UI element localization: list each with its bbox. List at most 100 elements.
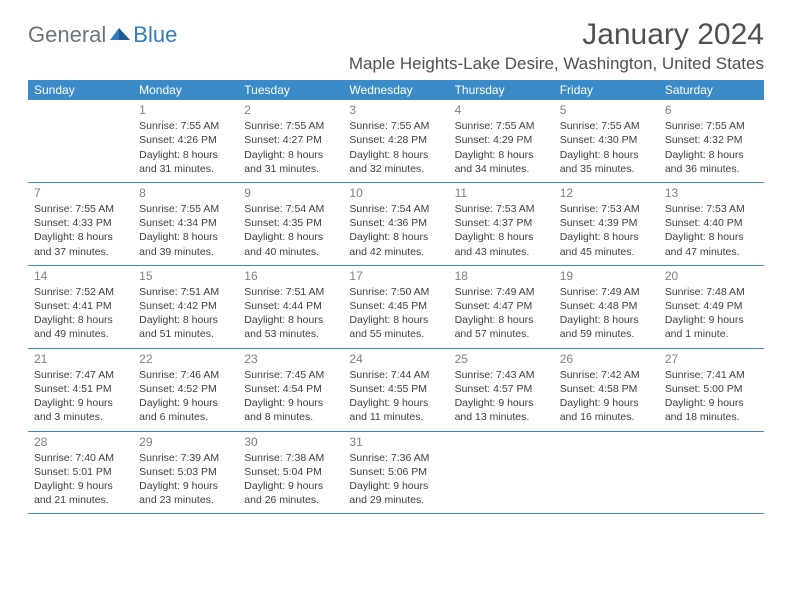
day-number: 11 bbox=[455, 183, 548, 202]
daylight-text-1: Daylight: 8 hours bbox=[139, 148, 232, 162]
daylight-text-1: Daylight: 9 hours bbox=[34, 396, 127, 410]
sunset-text: Sunset: 4:54 PM bbox=[244, 382, 337, 396]
daylight-text-2: and 39 minutes. bbox=[139, 245, 232, 259]
daylight-text-1: Daylight: 9 hours bbox=[34, 479, 127, 493]
sunrise-text: Sunrise: 7:46 AM bbox=[139, 368, 232, 382]
daylight-text-1: Daylight: 9 hours bbox=[244, 396, 337, 410]
calendar-day-cell bbox=[554, 431, 659, 514]
calendar-day-cell: 29Sunrise: 7:39 AMSunset: 5:03 PMDayligh… bbox=[133, 431, 238, 514]
sunrise-text: Sunrise: 7:38 AM bbox=[244, 451, 337, 465]
daylight-text-2: and 40 minutes. bbox=[244, 245, 337, 259]
header-row: General Blue January 2024 bbox=[28, 18, 764, 52]
sunset-text: Sunset: 4:37 PM bbox=[455, 216, 548, 230]
sunrise-text: Sunrise: 7:54 AM bbox=[244, 202, 337, 216]
month-title: January 2024 bbox=[582, 18, 764, 52]
daylight-text-1: Daylight: 8 hours bbox=[349, 313, 442, 327]
day-number: 5 bbox=[560, 100, 653, 119]
weekday-header: Wednesday bbox=[343, 80, 448, 100]
sunset-text: Sunset: 5:00 PM bbox=[665, 382, 758, 396]
day-number: 6 bbox=[665, 100, 758, 119]
day-number: 30 bbox=[244, 432, 337, 451]
day-number: 25 bbox=[455, 349, 548, 368]
weekday-header: Thursday bbox=[449, 80, 554, 100]
calendar-day-cell: 13Sunrise: 7:53 AMSunset: 4:40 PMDayligh… bbox=[659, 182, 764, 265]
sunset-text: Sunset: 4:45 PM bbox=[349, 299, 442, 313]
daylight-text-2: and 57 minutes. bbox=[455, 327, 548, 341]
daylight-text-2: and 16 minutes. bbox=[560, 410, 653, 424]
calendar-day-cell: 1Sunrise: 7:55 AMSunset: 4:26 PMDaylight… bbox=[133, 100, 238, 182]
daylight-text-2: and 49 minutes. bbox=[34, 327, 127, 341]
daylight-text-1: Daylight: 9 hours bbox=[455, 396, 548, 410]
calendar-day-cell: 9Sunrise: 7:54 AMSunset: 4:35 PMDaylight… bbox=[238, 182, 343, 265]
daylight-text-2: and 42 minutes. bbox=[349, 245, 442, 259]
sunset-text: Sunset: 5:06 PM bbox=[349, 465, 442, 479]
calendar-day-cell: 19Sunrise: 7:49 AMSunset: 4:48 PMDayligh… bbox=[554, 265, 659, 348]
calendar-day-cell: 21Sunrise: 7:47 AMSunset: 4:51 PMDayligh… bbox=[28, 348, 133, 431]
day-number: 22 bbox=[139, 349, 232, 368]
sunset-text: Sunset: 4:28 PM bbox=[349, 133, 442, 147]
daylight-text-2: and 35 minutes. bbox=[560, 162, 653, 176]
calendar-day-cell: 7Sunrise: 7:55 AMSunset: 4:33 PMDaylight… bbox=[28, 182, 133, 265]
day-number: 21 bbox=[34, 349, 127, 368]
day-number: 16 bbox=[244, 266, 337, 285]
calendar-body: 1Sunrise: 7:55 AMSunset: 4:26 PMDaylight… bbox=[28, 100, 764, 514]
daylight-text-2: and 3 minutes. bbox=[34, 410, 127, 424]
daylight-text-1: Daylight: 8 hours bbox=[560, 230, 653, 244]
daylight-text-2: and 13 minutes. bbox=[455, 410, 548, 424]
daylight-text-1: Daylight: 8 hours bbox=[349, 148, 442, 162]
calendar-day-cell: 15Sunrise: 7:51 AMSunset: 4:42 PMDayligh… bbox=[133, 265, 238, 348]
daylight-text-1: Daylight: 8 hours bbox=[455, 230, 548, 244]
sunrise-text: Sunrise: 7:36 AM bbox=[349, 451, 442, 465]
calendar-day-cell: 12Sunrise: 7:53 AMSunset: 4:39 PMDayligh… bbox=[554, 182, 659, 265]
sunrise-text: Sunrise: 7:53 AM bbox=[560, 202, 653, 216]
sunset-text: Sunset: 4:49 PM bbox=[665, 299, 758, 313]
sunrise-text: Sunrise: 7:55 AM bbox=[139, 119, 232, 133]
daylight-text-1: Daylight: 8 hours bbox=[455, 313, 548, 327]
daylight-text-2: and 21 minutes. bbox=[34, 493, 127, 507]
calendar-day-cell: 26Sunrise: 7:42 AMSunset: 4:58 PMDayligh… bbox=[554, 348, 659, 431]
day-number: 9 bbox=[244, 183, 337, 202]
sunrise-text: Sunrise: 7:55 AM bbox=[349, 119, 442, 133]
sunrise-text: Sunrise: 7:49 AM bbox=[560, 285, 653, 299]
sunrise-text: Sunrise: 7:53 AM bbox=[665, 202, 758, 216]
calendar-day-cell: 31Sunrise: 7:36 AMSunset: 5:06 PMDayligh… bbox=[343, 431, 448, 514]
sunset-text: Sunset: 5:03 PM bbox=[139, 465, 232, 479]
sunrise-text: Sunrise: 7:41 AM bbox=[665, 368, 758, 382]
weekday-header: Saturday bbox=[659, 80, 764, 100]
sunrise-text: Sunrise: 7:40 AM bbox=[34, 451, 127, 465]
daylight-text-1: Daylight: 9 hours bbox=[244, 479, 337, 493]
daylight-text-1: Daylight: 8 hours bbox=[244, 148, 337, 162]
sunrise-text: Sunrise: 7:55 AM bbox=[34, 202, 127, 216]
day-number: 24 bbox=[349, 349, 442, 368]
day-number: 7 bbox=[34, 183, 127, 202]
sunset-text: Sunset: 4:57 PM bbox=[455, 382, 548, 396]
calendar-day-cell: 3Sunrise: 7:55 AMSunset: 4:28 PMDaylight… bbox=[343, 100, 448, 182]
daylight-text-2: and 43 minutes. bbox=[455, 245, 548, 259]
daylight-text-2: and 47 minutes. bbox=[665, 245, 758, 259]
daylight-text-2: and 31 minutes. bbox=[139, 162, 232, 176]
sunset-text: Sunset: 4:48 PM bbox=[560, 299, 653, 313]
day-number: 8 bbox=[139, 183, 232, 202]
daylight-text-2: and 18 minutes. bbox=[665, 410, 758, 424]
day-number: 28 bbox=[34, 432, 127, 451]
calendar-week-row: 14Sunrise: 7:52 AMSunset: 4:41 PMDayligh… bbox=[28, 265, 764, 348]
sunrise-text: Sunrise: 7:53 AM bbox=[455, 202, 548, 216]
sunset-text: Sunset: 5:04 PM bbox=[244, 465, 337, 479]
day-number-empty bbox=[34, 100, 127, 119]
daylight-text-1: Daylight: 8 hours bbox=[455, 148, 548, 162]
calendar-day-cell bbox=[449, 431, 554, 514]
sunrise-text: Sunrise: 7:51 AM bbox=[244, 285, 337, 299]
daylight-text-2: and 29 minutes. bbox=[349, 493, 442, 507]
location-text: Maple Heights-Lake Desire, Washington, U… bbox=[28, 54, 764, 74]
daylight-text-2: and 26 minutes. bbox=[244, 493, 337, 507]
daylight-text-1: Daylight: 9 hours bbox=[665, 396, 758, 410]
sunrise-text: Sunrise: 7:55 AM bbox=[560, 119, 653, 133]
sunset-text: Sunset: 4:33 PM bbox=[34, 216, 127, 230]
calendar-table: SundayMondayTuesdayWednesdayThursdayFrid… bbox=[28, 80, 764, 514]
daylight-text-1: Daylight: 8 hours bbox=[665, 148, 758, 162]
day-number-empty bbox=[665, 432, 758, 451]
calendar-day-cell: 6Sunrise: 7:55 AMSunset: 4:32 PMDaylight… bbox=[659, 100, 764, 182]
sunrise-text: Sunrise: 7:48 AM bbox=[665, 285, 758, 299]
sunrise-text: Sunrise: 7:49 AM bbox=[455, 285, 548, 299]
daylight-text-2: and 23 minutes. bbox=[139, 493, 232, 507]
